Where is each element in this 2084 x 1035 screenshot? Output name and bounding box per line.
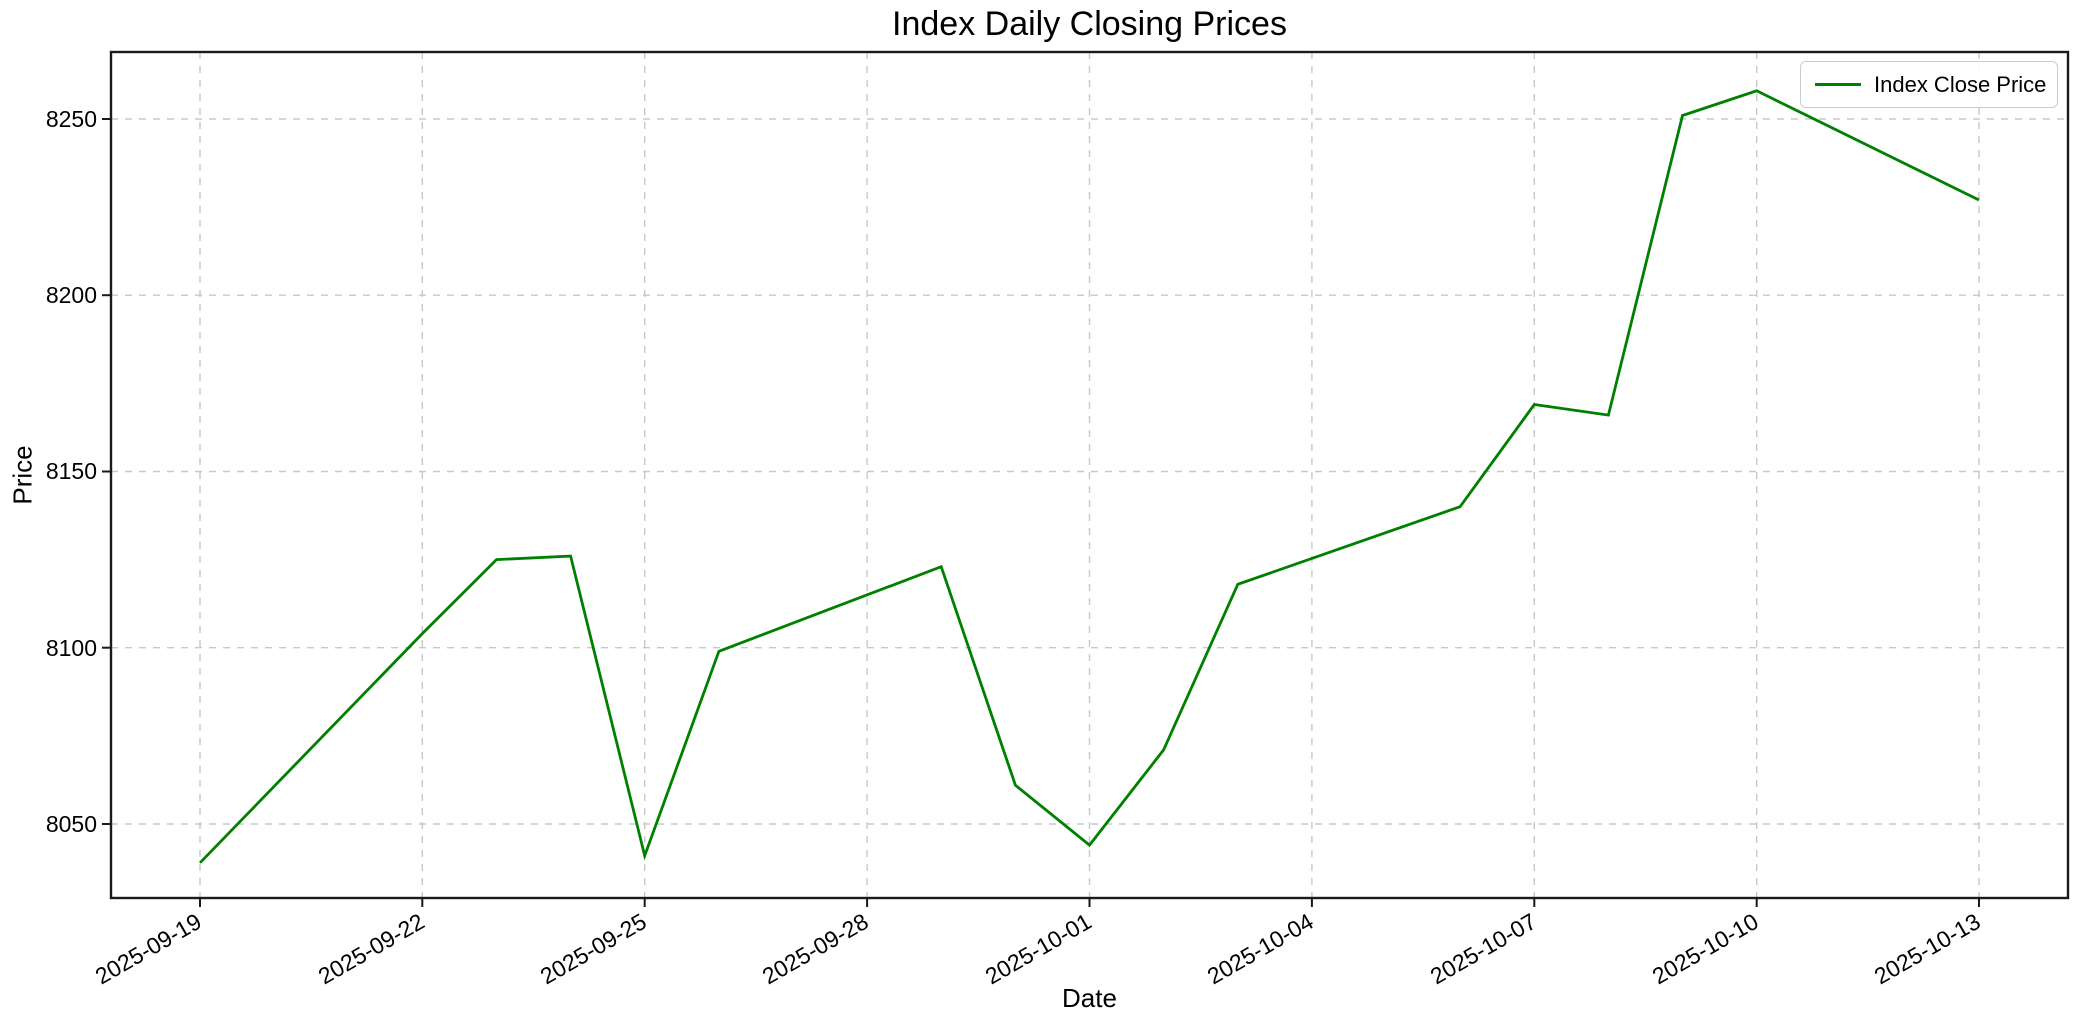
- legend-label: Index Close Price: [1874, 71, 2047, 97]
- y-tick-label: 8150: [45, 458, 97, 485]
- legend-box: Index Close Price: [1800, 61, 2058, 108]
- legend-line-sample: [1815, 82, 1861, 87]
- y-tick-label: 8250: [45, 105, 97, 132]
- plot-border: [109, 50, 2070, 900]
- chart-title: Index Daily Closing Prices: [892, 5, 1287, 43]
- y-tick-label: 8100: [45, 634, 97, 661]
- y-tick-label: 8200: [45, 282, 97, 309]
- y-tick-label: 8050: [45, 810, 97, 837]
- x-axis-label: Date: [1062, 983, 1117, 1013]
- price-line: [198, 89, 1980, 864]
